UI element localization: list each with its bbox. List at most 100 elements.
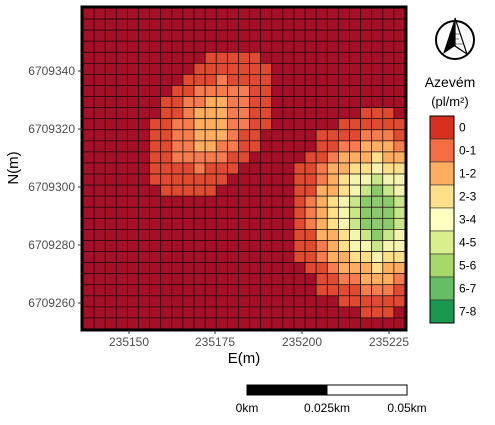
- y-axis: 6709340 6709320 6709300 6709280 6709260 …: [5, 64, 82, 310]
- grid-cell: [282, 317, 295, 330]
- grid-cell: [382, 85, 395, 97]
- grid-cell: [93, 7, 106, 20]
- grid-cell: [315, 7, 328, 20]
- grid-cell: [182, 251, 195, 263]
- grid-cell: [238, 62, 250, 75]
- grid-cell: [260, 62, 273, 75]
- grid-cell: [360, 74, 373, 86]
- y-tick-label: 6709340: [28, 64, 75, 78]
- grid-cell: [93, 118, 106, 131]
- grid-cell: [271, 251, 284, 263]
- legend-label: 7-8: [459, 305, 477, 319]
- grid-cell: [104, 74, 117, 86]
- grid-cell: [115, 195, 128, 208]
- grid-cell: [315, 229, 328, 241]
- grid-cell: [127, 51, 139, 64]
- grid-cell: [127, 151, 139, 164]
- grid-cell: [315, 40, 328, 53]
- grid-cell: [271, 107, 284, 120]
- grid-cell: [93, 273, 106, 286]
- grid-cell: [82, 206, 95, 219]
- grid-cell: [93, 140, 106, 153]
- grid-cell: [215, 317, 228, 330]
- grid-cell: [160, 295, 173, 308]
- grid-cell: [104, 40, 117, 53]
- grid-cell: [204, 40, 217, 53]
- grid-cell: [293, 74, 306, 86]
- grid-cell: [382, 51, 395, 64]
- grid-cell: [115, 85, 128, 97]
- grid-cell: [360, 306, 373, 319]
- grid-cell: [127, 140, 139, 153]
- grid-cell: [238, 217, 250, 230]
- grid-cell: [215, 251, 228, 263]
- grid-cell: [249, 240, 262, 252]
- grid-cell: [204, 195, 217, 208]
- legend-label: 3-4: [459, 213, 477, 227]
- grid-cell: [349, 7, 361, 20]
- grid-cell: [138, 162, 150, 175]
- grid-cell: [393, 284, 406, 297]
- grid-cell: [115, 62, 128, 75]
- grid-cell: [193, 85, 206, 97]
- grid-cell: [149, 51, 162, 64]
- grid-cell: [171, 284, 184, 297]
- grid-cell: [193, 284, 206, 297]
- grid-cell: [171, 96, 184, 108]
- grid-cell: [382, 40, 395, 53]
- grid-cell: [171, 251, 184, 263]
- grid-cell: [193, 118, 206, 131]
- grid-cell: [138, 262, 150, 275]
- grid-cell: [304, 173, 317, 186]
- grid-cell: [193, 262, 206, 275]
- grid-cell: [149, 184, 162, 197]
- grid-cell: [326, 40, 339, 53]
- grid-cell: [349, 206, 361, 219]
- grid-cell: [360, 195, 373, 208]
- grid-cell: [127, 306, 139, 319]
- grid-cell: [282, 262, 295, 275]
- grid-cell: [149, 273, 162, 286]
- grid-cell: [82, 74, 95, 86]
- grid-cell: [371, 118, 384, 131]
- grid-cell: [193, 7, 206, 20]
- grid-cell: [115, 74, 128, 86]
- grid-cell: [149, 140, 162, 153]
- grid-cell: [93, 295, 106, 308]
- y-tick-label: 6709280: [28, 238, 75, 252]
- grid-cell: [393, 29, 406, 42]
- grid-cell: [93, 306, 106, 319]
- grid-cell: [282, 162, 295, 175]
- grid-cell: [271, 195, 284, 208]
- grid-cell: [271, 7, 284, 20]
- grid-cell: [249, 51, 262, 64]
- grid-cell: [371, 107, 384, 120]
- grid-cell: [149, 162, 162, 175]
- grid-cell: [304, 40, 317, 53]
- grid-cell: [260, 206, 273, 219]
- grid-cell: [149, 18, 162, 31]
- grid-cell: [293, 7, 306, 20]
- grid-cell: [382, 217, 395, 230]
- grid-cell: [149, 40, 162, 53]
- grid-cell: [326, 284, 339, 297]
- legend-title: Azevém: [425, 74, 476, 90]
- grid-cell: [338, 18, 350, 31]
- grid-cell: [293, 251, 306, 263]
- grid-cell: [349, 284, 361, 297]
- grid-cell: [82, 217, 95, 230]
- grid-cell: [104, 284, 117, 297]
- grid-cell: [182, 40, 195, 53]
- grid-cell: [82, 96, 95, 108]
- grid-cell: [326, 162, 339, 175]
- grid-cell: [149, 173, 162, 186]
- grid-cell: [382, 295, 395, 308]
- grid-cell: [304, 140, 317, 153]
- grid-cell: [104, 29, 117, 42]
- grid-cell: [104, 173, 117, 186]
- legend-label: 0: [459, 121, 466, 135]
- grid-cell: [215, 18, 228, 31]
- grid-cell: [304, 85, 317, 97]
- grid-cell: [271, 18, 284, 31]
